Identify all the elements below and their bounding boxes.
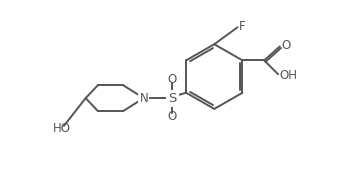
Text: O: O bbox=[168, 73, 177, 86]
Text: S: S bbox=[168, 92, 177, 105]
Text: O: O bbox=[281, 39, 290, 52]
Text: HO: HO bbox=[53, 122, 71, 135]
Text: O: O bbox=[168, 110, 177, 123]
Text: F: F bbox=[239, 20, 246, 33]
Text: N: N bbox=[139, 92, 148, 105]
Text: OH: OH bbox=[280, 68, 298, 81]
